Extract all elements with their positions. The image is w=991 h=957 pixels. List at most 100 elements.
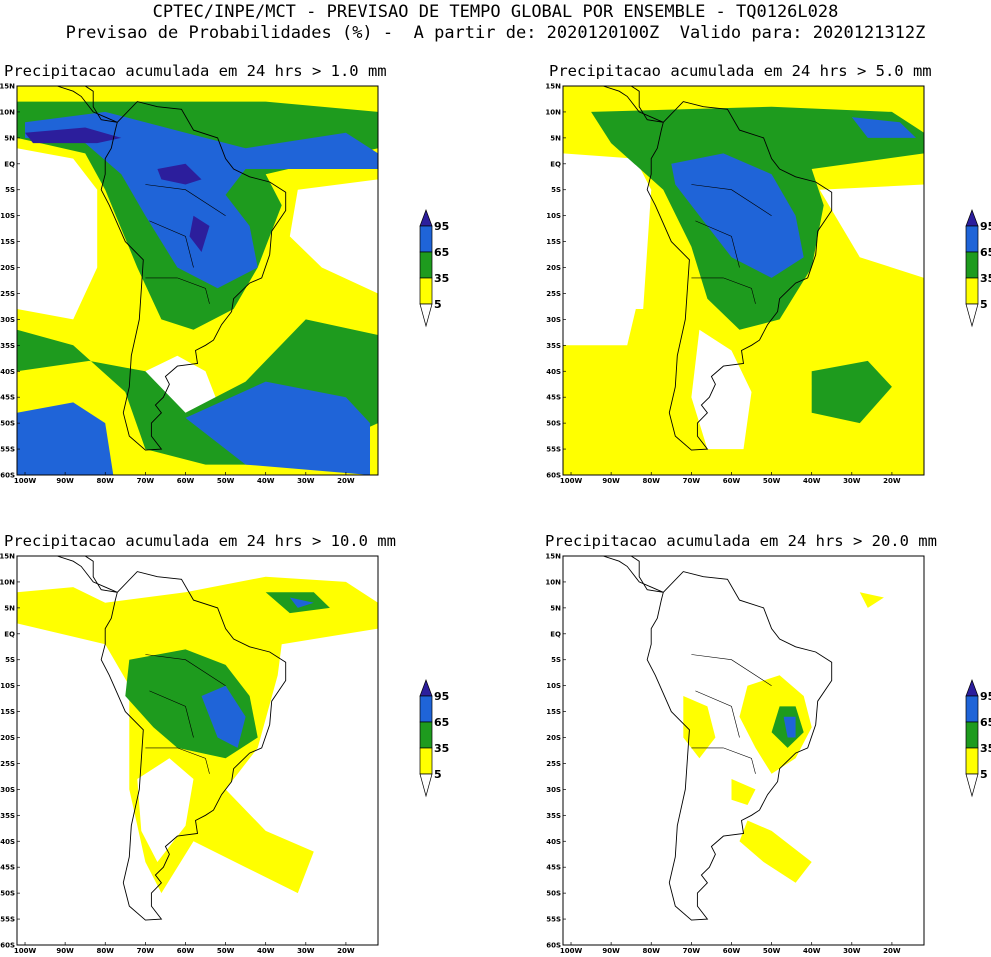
coastline-caribbean (129, 533, 161, 543)
probability-area-yellow (683, 696, 716, 759)
lat-tick-label: 10S (546, 212, 561, 220)
lon-tick-label: 30W (843, 947, 861, 955)
lat-tick-label: 45S (546, 864, 561, 872)
legend-arrow-top (965, 209, 979, 227)
legend-swatch (965, 747, 979, 775)
lat-tick-label: 15N (0, 553, 15, 561)
lat-tick-label: 55S (546, 446, 561, 454)
probability-area-blue (851, 117, 916, 138)
lat-tick-label: 45S (0, 394, 15, 402)
lat-tick-label: 40S (0, 838, 15, 846)
probability-area-white (563, 153, 652, 346)
legend-swatch (419, 251, 433, 279)
lon-tick-label: 30W (297, 477, 315, 485)
legend-swatch (965, 251, 979, 279)
lat-tick-label: 35S (0, 812, 15, 820)
lon-tick-label: 30W (843, 477, 861, 485)
coastline-south-america (100, 101, 287, 451)
lat-tick-label: EQ (550, 160, 561, 168)
lat-tick-label: 45S (0, 864, 15, 872)
lon-tick-label: 50W (763, 947, 781, 955)
lat-tick-label: 5N (4, 604, 15, 612)
country-border (177, 747, 210, 774)
legend-label: 35 (980, 272, 991, 285)
lon-tick-label: 40W (803, 477, 821, 485)
lat-tick-label: 10S (0, 682, 15, 690)
legend-arrow-bottom (419, 303, 433, 328)
lon-tick-label: 100W (560, 947, 583, 955)
lon-tick-label: 20W (337, 947, 355, 955)
lat-tick-label: 40S (0, 368, 15, 376)
lon-tick-label: 70W (683, 477, 701, 485)
panel-title: Precipitacao acumulada em 24 hrs > 10.0 … (4, 532, 396, 550)
lat-tick-label: 30S (0, 786, 15, 794)
coastline-caribbean (675, 63, 707, 73)
lon-tick-label: 60W (177, 477, 195, 485)
legend-swatch (965, 695, 979, 723)
lon-tick-label: 80W (97, 947, 115, 955)
lat-tick-label: 10N (545, 108, 561, 116)
lon-tick-label: 70W (137, 477, 155, 485)
lat-tick-label: 15S (546, 708, 561, 716)
lat-tick-label: 20S (0, 264, 15, 272)
probability-area-blue (671, 153, 804, 278)
legend-colorbar: 95 65 35 5 (419, 209, 449, 328)
coastline-south-america (646, 571, 833, 921)
probability-area-yellow (859, 592, 884, 608)
probability-area-green (811, 360, 892, 424)
legend-swatch (965, 721, 979, 749)
legend-label: 95 (434, 690, 449, 703)
lat-tick-label: 15N (545, 83, 561, 91)
lat-tick-label: 20S (546, 264, 561, 272)
lon-tick-label: 70W (683, 947, 701, 955)
probability-area-white (819, 184, 924, 278)
lat-tick-label: 5S (5, 656, 15, 664)
map-panel-1-plot: 15N 10N 5N EQ 5S 10S 15S 20S 25S 30S 35S 40S 45S 50S 5… (0, 63, 449, 486)
lat-tick-label: 35S (0, 342, 15, 350)
probability-area-blue (185, 381, 370, 475)
lat-tick-label: 55S (546, 916, 561, 924)
lat-tick-label: EQ (4, 160, 15, 168)
coastline-central-america (55, 556, 118, 593)
lon-tick-label: 50W (763, 477, 781, 485)
coastline-central-america (55, 86, 118, 123)
lat-tick-label: 20S (546, 734, 561, 742)
map-frame (16, 85, 379, 476)
lat-tick-label: 40S (546, 368, 561, 376)
legend-arrow-bottom (419, 773, 433, 798)
map-frame (562, 85, 925, 476)
lat-tick-label: 5S (551, 186, 561, 194)
map-frame (562, 555, 925, 946)
country-border (149, 220, 194, 268)
lat-tick-label: 10N (0, 108, 15, 116)
lon-tick-label: 50W (217, 477, 235, 485)
country-border (149, 690, 194, 738)
legend-swatch (419, 747, 433, 775)
legend-swatch (965, 225, 979, 253)
coastline-central-america (601, 556, 664, 593)
legend-label: 95 (980, 220, 991, 233)
coastline-caribbean (129, 63, 161, 73)
lat-tick-label: 55S (0, 916, 15, 924)
lat-tick-label: 60S (546, 472, 561, 480)
lon-tick-label: 60W (177, 947, 195, 955)
lat-tick-label: 15N (545, 553, 561, 561)
lat-tick-label: 15S (0, 708, 15, 716)
legend-label: 65 (980, 716, 991, 729)
legend-label: 95 (434, 220, 449, 233)
coastline-south-america (646, 101, 833, 451)
lat-tick-label: 50S (0, 420, 15, 428)
lon-tick-label: 20W (337, 477, 355, 485)
lat-tick-label: EQ (4, 630, 15, 638)
lat-tick-label: 5N (550, 604, 561, 612)
legend-swatch (965, 277, 979, 305)
legend-label: 65 (980, 246, 991, 259)
lat-tick-label: 10S (0, 212, 15, 220)
legend-label: 65 (434, 246, 449, 259)
legend-label: 5 (980, 768, 988, 781)
lon-tick-label: 60W (723, 947, 741, 955)
lat-tick-label: 45S (546, 394, 561, 402)
lat-tick-label: 35S (546, 342, 561, 350)
legend-arrow-bottom (965, 773, 979, 798)
